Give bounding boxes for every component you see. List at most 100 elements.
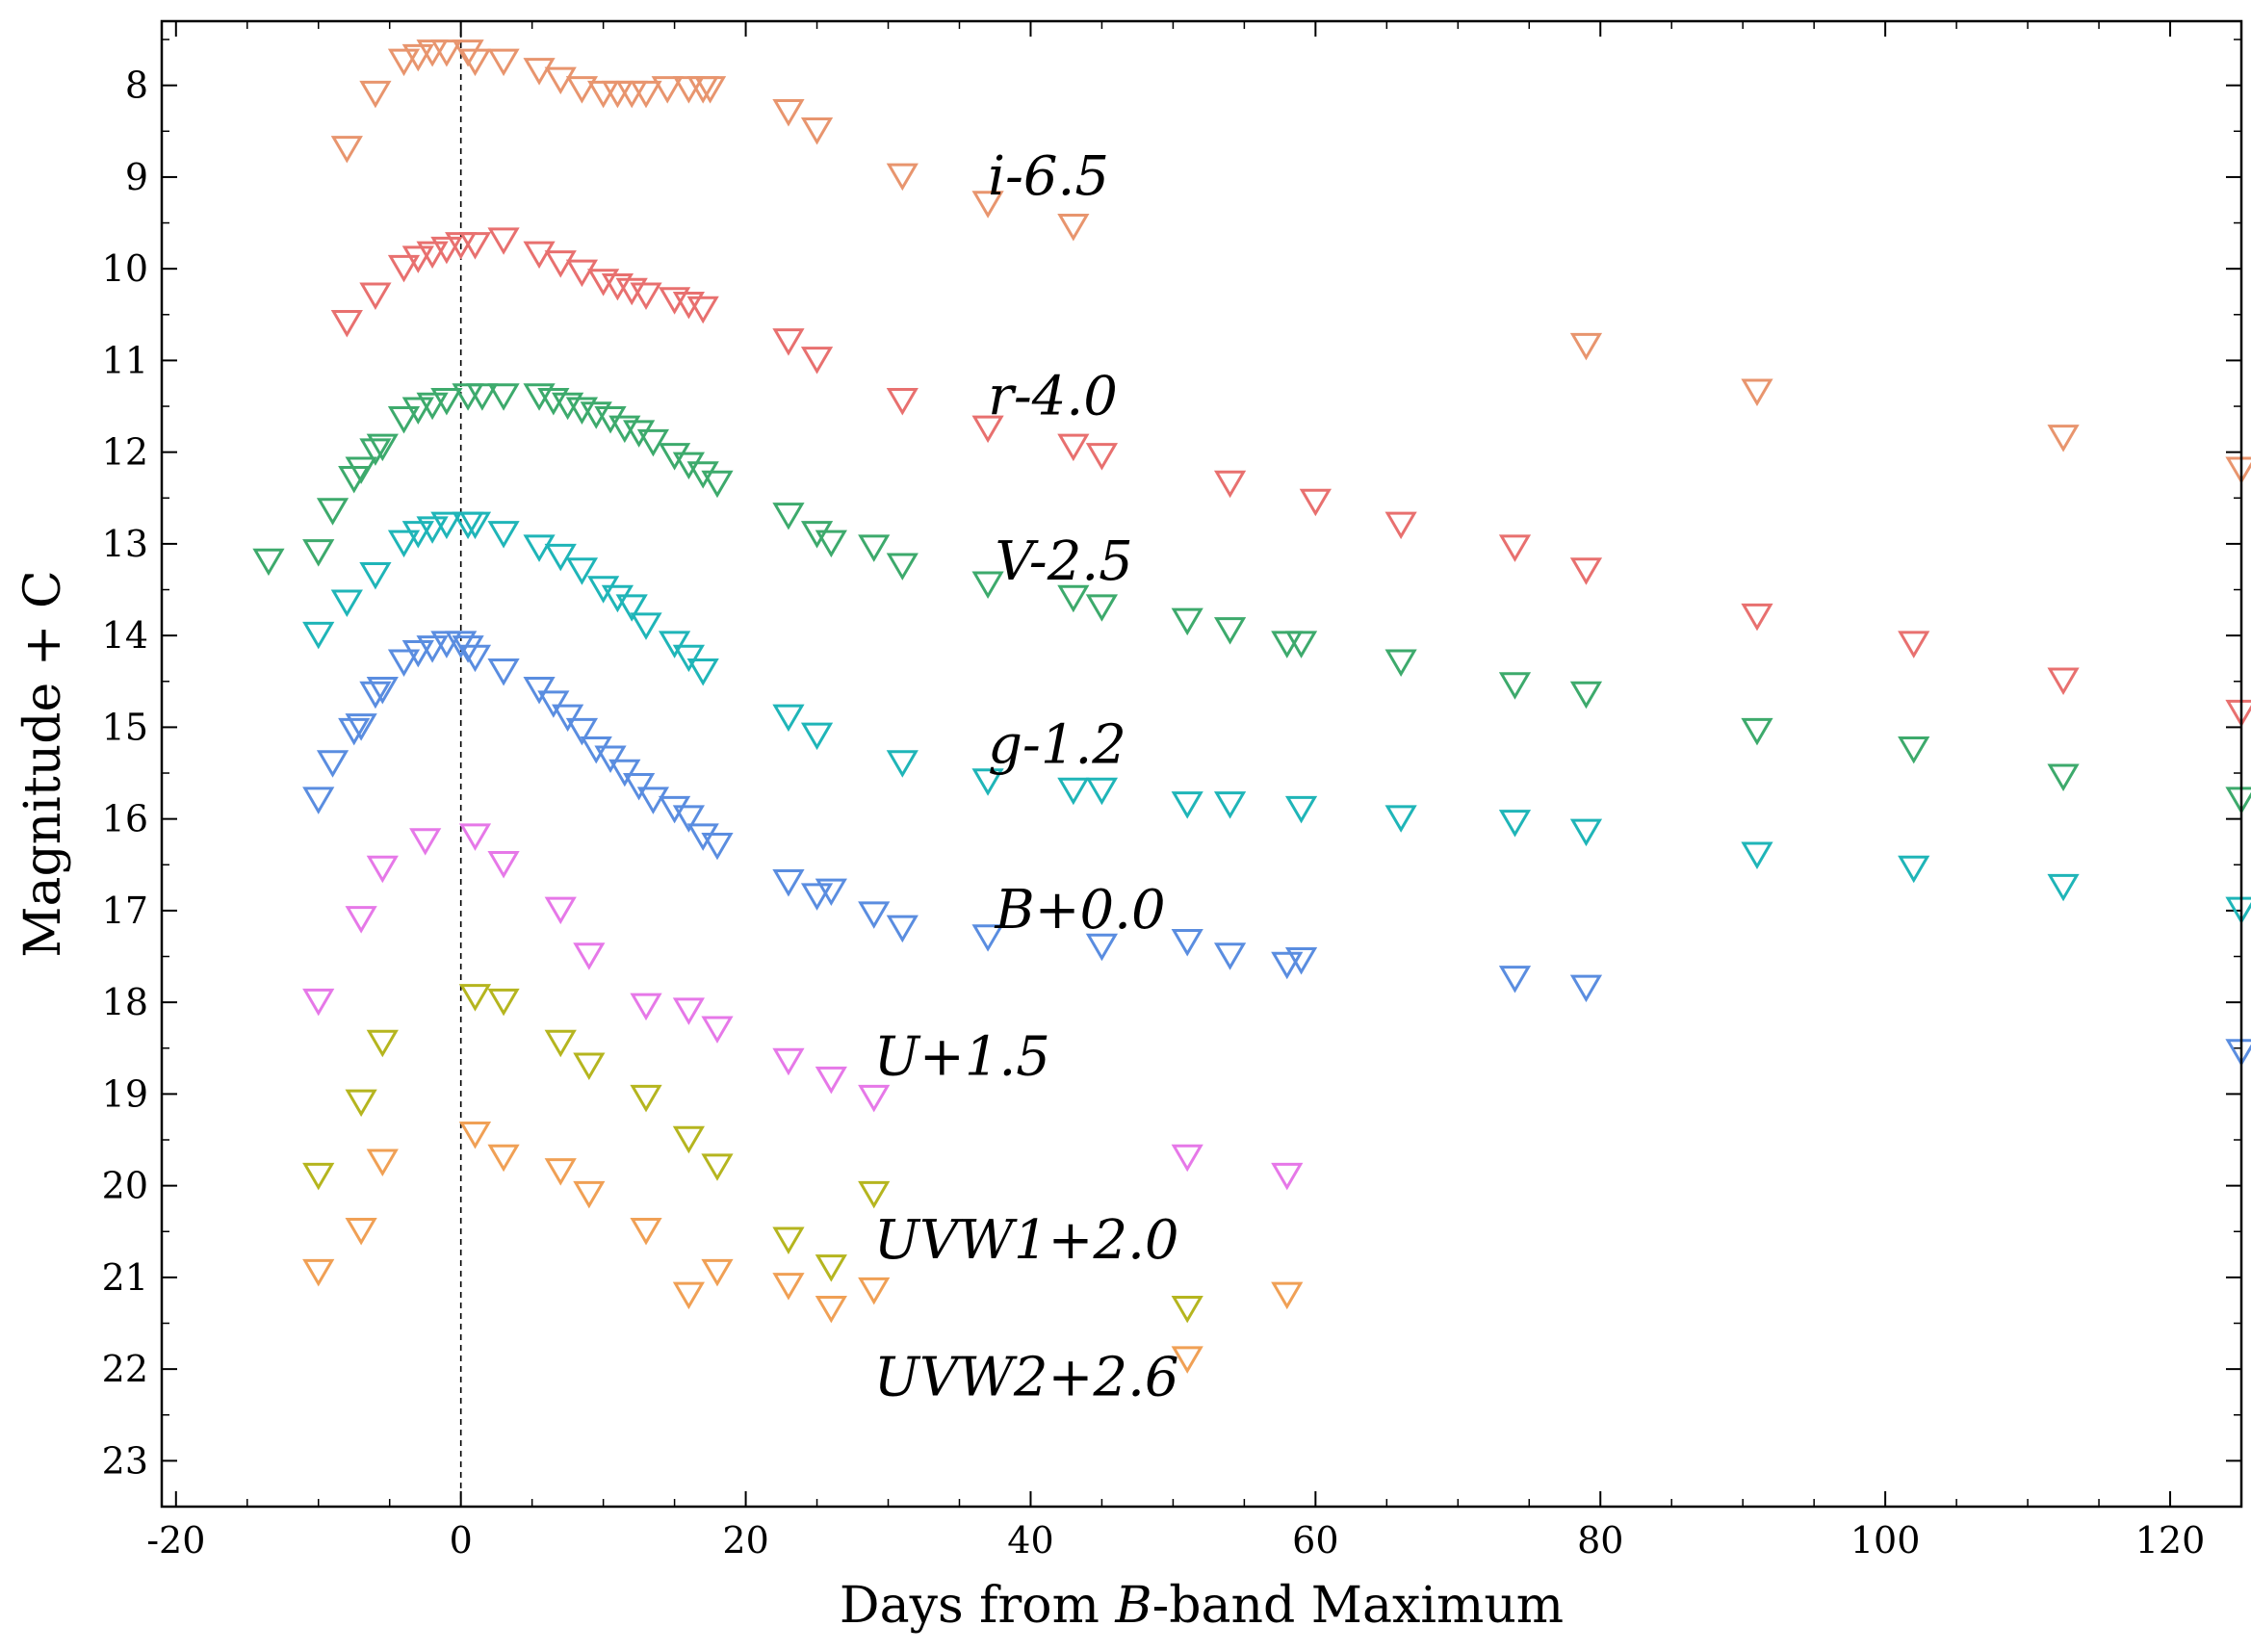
data-point: [565, 557, 599, 585]
data-point: [815, 1295, 847, 1324]
data-point: [458, 984, 492, 1012]
data-point: [1171, 607, 1203, 636]
data-point: [544, 896, 577, 925]
y-tick-label: 21: [102, 1256, 148, 1299]
data-point: [886, 388, 919, 416]
data-point: [366, 1029, 399, 1058]
series-label: UVW1+2.0: [874, 1209, 1179, 1272]
data-point: [1171, 928, 1203, 957]
data-point: [458, 232, 492, 260]
data-point: [416, 635, 449, 663]
x-tick-label: 80: [1577, 1519, 1623, 1562]
data-point: [772, 328, 805, 356]
data-point: [587, 269, 620, 297]
data-point: [608, 759, 641, 787]
data-point: [359, 681, 392, 710]
data-point: [1213, 791, 1247, 819]
data-point: [302, 787, 335, 814]
data-point: [1057, 777, 1090, 806]
series-labels: i-6.5 r-4.0 V-2.5 g-1.2 B+0.0 U+1.5 UVW1+2.0 UV…: [874, 145, 1179, 1409]
series-UVW2+2.6: [302, 1121, 1304, 1374]
data-point: [1085, 594, 1119, 622]
x-tick-label: 120: [2135, 1519, 2206, 1562]
data-point: [487, 383, 520, 411]
y-tick-label: 9: [125, 156, 148, 198]
data-point: [359, 438, 392, 466]
data-point: [409, 828, 442, 856]
data-point: [587, 576, 620, 604]
data-point: [252, 548, 285, 577]
data-point: [552, 392, 584, 421]
data-point: [630, 282, 662, 310]
data-point: [523, 58, 556, 86]
x-tick-label: 40: [1007, 1519, 1053, 1562]
data-point: [573, 1052, 606, 1081]
data-point: [487, 988, 520, 1017]
data-point: [345, 456, 377, 484]
data-point: [1171, 1295, 1203, 1324]
data-point: [971, 571, 1004, 599]
data-point: [701, 832, 734, 861]
data-point: [401, 43, 434, 72]
data-point: [1498, 672, 1532, 700]
data-point: [573, 1180, 606, 1209]
data-point: [858, 1084, 891, 1113]
data-point: [672, 644, 706, 673]
data-point: [401, 245, 434, 273]
data-point: [580, 401, 612, 429]
data-point: [772, 869, 805, 897]
y-tick-label: 11: [102, 339, 148, 381]
data-point: [815, 1254, 847, 1282]
data-point: [2047, 667, 2080, 695]
data-point: [686, 296, 719, 324]
data-point: [445, 631, 478, 658]
data-point: [1213, 470, 1247, 499]
data-point: [886, 915, 919, 943]
y-tick-label: 13: [102, 523, 148, 565]
data-point: [886, 163, 919, 192]
data-point: [430, 236, 463, 265]
data-point: [651, 76, 684, 104]
data-point: [338, 717, 371, 746]
x-axis-label-prefix: Days from: [840, 1577, 1116, 1635]
y-tick-label: 17: [102, 890, 148, 932]
data-point: [1569, 818, 1603, 847]
data-point: [458, 644, 492, 673]
data-point: [452, 39, 484, 67]
data-point: [1898, 736, 1930, 764]
data-point: [401, 639, 434, 668]
data-point: [2047, 763, 2080, 792]
data-point: [608, 415, 641, 444]
data-point: [523, 534, 556, 562]
data-point: [330, 136, 363, 164]
data-point: [387, 649, 421, 677]
data-point: [1171, 791, 1203, 819]
data-point: [1498, 534, 1532, 562]
x-tick-label: 100: [1850, 1519, 1921, 1562]
data-point: [1085, 933, 1119, 962]
data-point: [366, 433, 399, 462]
data-point: [1085, 443, 1119, 471]
data-point: [858, 1180, 891, 1209]
data-point: [1213, 942, 1247, 970]
y-tick-label: 20: [102, 1165, 148, 1207]
data-point: [1498, 966, 1532, 994]
data-point: [430, 511, 463, 540]
data-point: [387, 254, 421, 283]
data-point: [672, 1125, 706, 1154]
data-point: [1569, 557, 1603, 585]
data-point: [359, 561, 392, 590]
data-point: [2047, 873, 2080, 902]
data-point: [416, 516, 449, 544]
data-point: [345, 906, 377, 934]
series-markers: [252, 39, 2251, 1374]
series-label: B+0.0: [994, 879, 1165, 942]
data-point: [1384, 805, 1417, 833]
data-point: [1213, 617, 1247, 645]
data-point: [772, 98, 805, 127]
data-point: [1057, 433, 1090, 462]
data-point: [1898, 631, 1930, 658]
data-point: [630, 993, 662, 1021]
data-point: [858, 534, 891, 562]
data-point: [686, 658, 719, 686]
